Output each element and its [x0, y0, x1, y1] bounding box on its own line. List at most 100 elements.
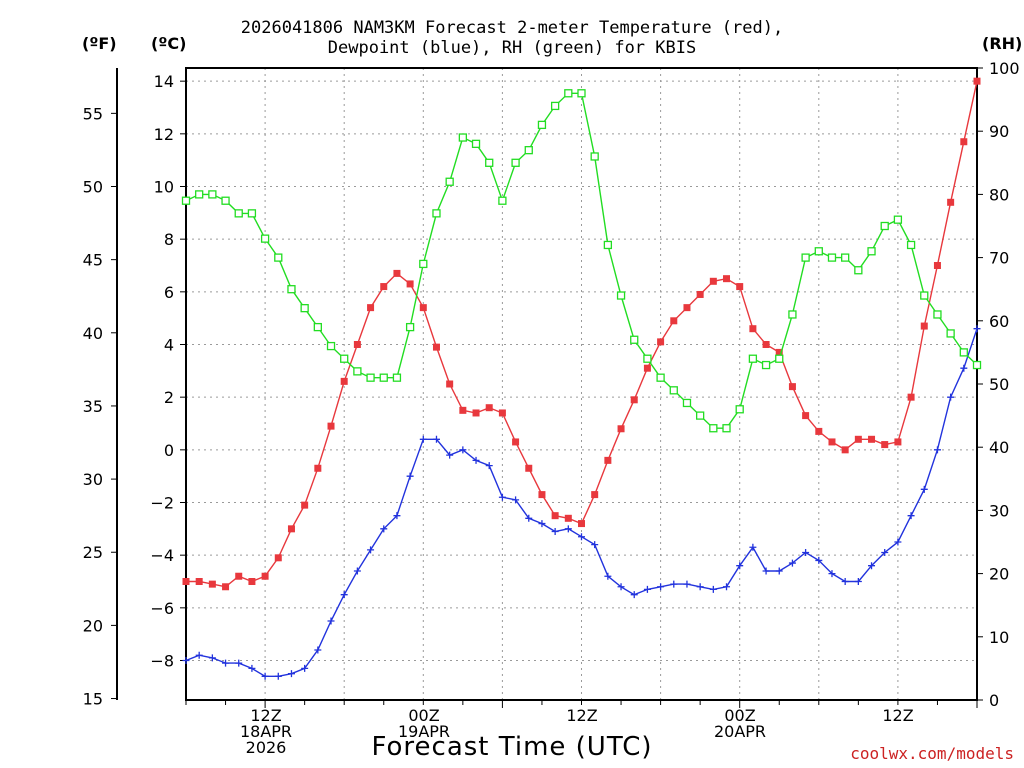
- dewpoint-point: [578, 533, 585, 541]
- temperature-point: [841, 446, 849, 454]
- dewpoint-point: [459, 446, 467, 454]
- x-label-1-time: 12Z: [250, 706, 282, 725]
- temperature-point: [749, 325, 757, 333]
- x-label-3-time: 12Z: [566, 706, 598, 725]
- rh-tick-label: 10: [989, 628, 1009, 647]
- temperature-point: [195, 578, 203, 585]
- dewpoint-point: [235, 659, 243, 667]
- temperature-point: [894, 438, 902, 446]
- temperature-point: [287, 525, 295, 533]
- temperature-point: [973, 77, 981, 85]
- dewpoint-point: [973, 325, 981, 333]
- temperature-point: [802, 412, 810, 420]
- celsius-tick-label: −6: [150, 599, 174, 618]
- dewpoint-point: [287, 670, 295, 678]
- rh-point: [379, 373, 388, 382]
- rh-point: [511, 158, 520, 167]
- celsius-tick-label: 6: [164, 283, 174, 302]
- x-label-1-year: 2026: [245, 738, 287, 757]
- fahrenheit-tick-label: 40: [83, 324, 103, 343]
- rh-point: [696, 411, 705, 420]
- x-label-5-time: 12Z: [882, 706, 914, 725]
- rh-point: [537, 120, 547, 130]
- temperature-point: [591, 491, 599, 499]
- dewpoint-point: [854, 578, 862, 585]
- rh-point: [603, 240, 613, 250]
- temperature-point: [222, 583, 230, 591]
- rh-point: [564, 89, 573, 98]
- dewpoint-point: [564, 525, 572, 533]
- temperature-point: [920, 322, 928, 330]
- dewpoint-point: [274, 672, 282, 680]
- rh-point: [775, 354, 784, 363]
- fahrenheit-unit-label: (ºF): [82, 34, 117, 53]
- rh-point: [471, 139, 481, 148]
- rh-point: [313, 322, 322, 332]
- dewpoint-point: [393, 512, 401, 520]
- rh-point: [419, 259, 428, 269]
- dewpoint-point: [446, 451, 454, 459]
- temperature-point: [551, 512, 559, 520]
- x-label-1-date: 18APR: [239, 722, 293, 741]
- credit-text: coolwx.com/models: [850, 744, 1014, 763]
- dewpoint-point: [709, 585, 717, 593]
- temperature-point: [182, 578, 190, 585]
- dewpoint-point: [762, 567, 770, 575]
- temperature-point: [301, 501, 309, 509]
- x-label-3: 12Z: [542, 708, 622, 724]
- temperature-point: [248, 578, 256, 585]
- dewpoint-point: [947, 393, 955, 401]
- rh-unit-label: (RH): [982, 34, 1023, 53]
- x-label-2: 00Z 19APR: [384, 708, 464, 740]
- temperature-point: [604, 456, 612, 464]
- chart-title: 2026041806 NAM3KM Forecast 2-meter Tempe…: [0, 18, 1024, 58]
- dewpoint-point: [788, 559, 796, 567]
- celsius-tick-label: 12: [154, 125, 174, 144]
- dewpoint-point: [723, 583, 731, 591]
- dewpoint-point: [960, 364, 968, 372]
- dewpoint-point: [512, 496, 520, 504]
- dewpoint-point: [828, 570, 836, 578]
- rh-tick-label: 40: [989, 438, 1009, 457]
- rh-point: [326, 341, 336, 351]
- temperature-point: [512, 438, 520, 446]
- temperature-point: [498, 409, 506, 417]
- rh-tick-label: 80: [989, 185, 1009, 204]
- rh-point: [867, 247, 876, 256]
- dewpoint-point: [670, 580, 678, 588]
- dewpoint-point: [419, 435, 427, 443]
- rh-point: [643, 354, 652, 363]
- dewpoint-point: [657, 583, 665, 591]
- rh-tick-label: 0: [989, 691, 999, 710]
- dewpoint-point: [248, 664, 256, 672]
- x-axis-title: Forecast Time (UTC): [371, 732, 653, 762]
- temperature-point: [854, 435, 862, 443]
- dewpoint-point: [815, 556, 823, 564]
- temperature-point: [736, 283, 744, 291]
- dewpoint-point: [340, 591, 348, 599]
- temperature-point: [235, 572, 243, 580]
- temperature-point: [657, 338, 665, 346]
- fahrenheit-tick-label: 35: [83, 397, 103, 416]
- dewpoint-point: [406, 472, 414, 480]
- dewpoint-point: [195, 651, 203, 659]
- rh-point: [221, 196, 230, 205]
- dewpoint-point: [485, 462, 493, 470]
- temperature-point: [868, 435, 876, 443]
- temperature-point: [459, 406, 467, 414]
- dewpoint-point: [881, 549, 889, 557]
- x-label-2-date: 19APR: [397, 722, 451, 741]
- celsius-tick-label: 0: [164, 441, 174, 460]
- temperature-point: [578, 520, 585, 528]
- dewpoint-point: [907, 512, 915, 520]
- rh-point: [498, 196, 507, 205]
- temperature-point: [419, 304, 427, 312]
- celsius-tick-label: 4: [164, 336, 174, 355]
- rh-point: [669, 386, 678, 395]
- rh-point: [181, 196, 191, 205]
- temperature-point: [406, 280, 414, 288]
- rh-point: [801, 253, 810, 262]
- dewpoint-point: [736, 562, 744, 570]
- rh-point: [841, 253, 850, 262]
